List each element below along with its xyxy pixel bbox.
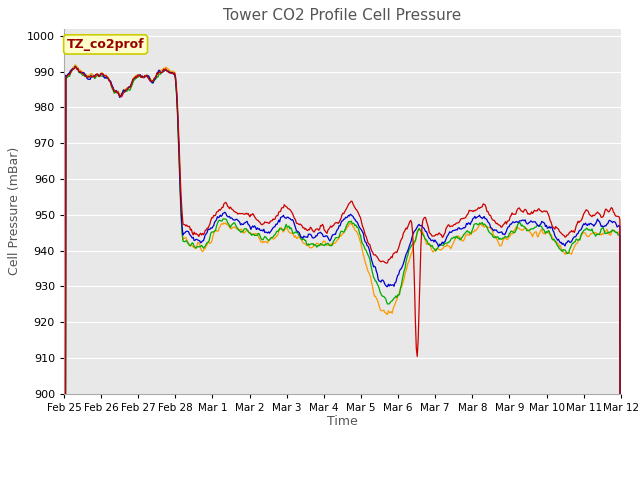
Y-axis label: Cell Pressure (mBar): Cell Pressure (mBar) [8, 147, 21, 276]
Title: Tower CO2 Profile Cell Pressure: Tower CO2 Profile Cell Pressure [223, 9, 461, 24]
Legend: 0.35m, 1.8m, 6.0m, 23.5m: 0.35m, 1.8m, 6.0m, 23.5m [180, 474, 504, 480]
X-axis label: Time: Time [327, 415, 358, 429]
Text: TZ_co2prof: TZ_co2prof [67, 38, 145, 51]
